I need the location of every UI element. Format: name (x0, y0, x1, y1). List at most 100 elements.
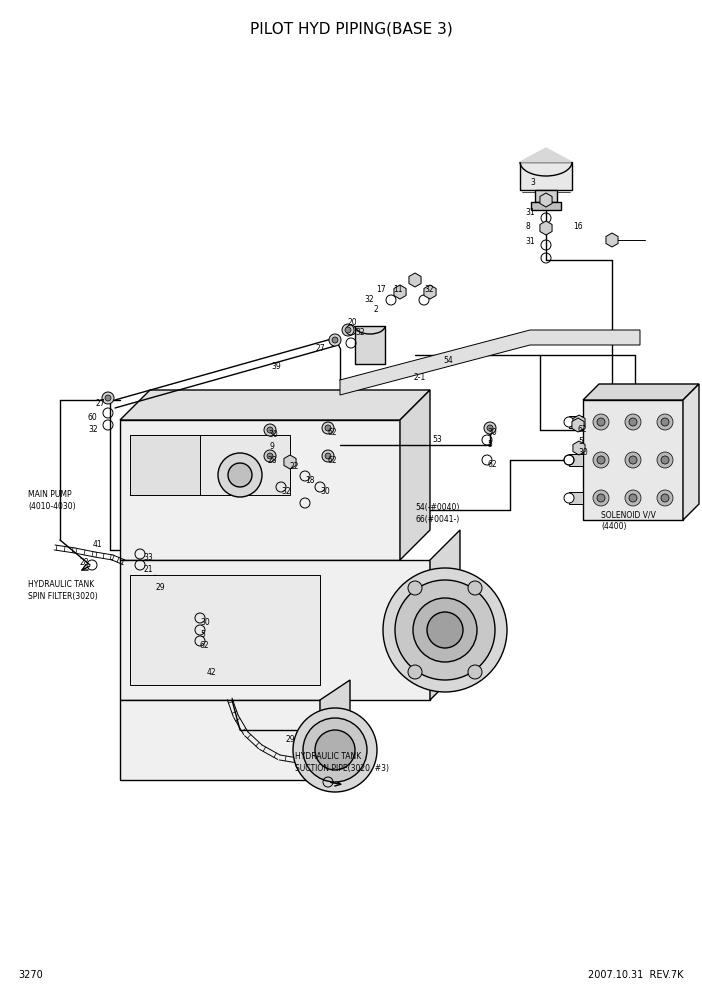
Text: 62: 62 (200, 641, 210, 650)
Circle shape (657, 490, 673, 506)
Circle shape (629, 418, 637, 426)
Circle shape (625, 452, 641, 468)
Polygon shape (409, 273, 421, 287)
Bar (130, 435, 200, 495)
Text: 31: 31 (525, 208, 535, 217)
Circle shape (383, 568, 507, 692)
Polygon shape (573, 441, 585, 455)
Text: 3: 3 (530, 178, 535, 187)
Text: 2: 2 (374, 305, 379, 314)
Text: 16: 16 (573, 222, 583, 231)
Circle shape (102, 392, 114, 404)
Text: 27: 27 (96, 399, 105, 408)
Text: 21: 21 (143, 565, 152, 574)
Text: 28: 28 (268, 456, 277, 465)
Polygon shape (430, 530, 460, 700)
Circle shape (468, 581, 482, 595)
Circle shape (629, 494, 637, 502)
Text: 27: 27 (315, 344, 324, 353)
Text: 17: 17 (376, 285, 385, 294)
Text: 41: 41 (93, 540, 102, 549)
Polygon shape (340, 330, 640, 395)
Text: 30: 30 (200, 618, 210, 627)
Polygon shape (569, 454, 583, 466)
Circle shape (427, 612, 463, 648)
Circle shape (487, 425, 493, 431)
Polygon shape (583, 384, 699, 400)
Text: 60: 60 (88, 413, 98, 422)
Polygon shape (520, 148, 572, 162)
Text: SUCTION PIPE(3020, #3): SUCTION PIPE(3020, #3) (295, 764, 389, 773)
Text: 18: 18 (305, 476, 314, 485)
Text: 54(-#0040): 54(-#0040) (415, 503, 459, 512)
Circle shape (625, 490, 641, 506)
Polygon shape (540, 193, 552, 207)
Circle shape (564, 417, 574, 427)
Text: 2-1: 2-1 (413, 373, 425, 382)
Text: 32: 32 (364, 295, 373, 304)
Polygon shape (569, 416, 583, 428)
Text: 32: 32 (355, 328, 364, 337)
Circle shape (218, 453, 262, 497)
Polygon shape (573, 415, 585, 429)
Circle shape (345, 327, 351, 333)
Circle shape (597, 494, 605, 502)
Text: HYDRAULIC TANK: HYDRAULIC TANK (28, 580, 94, 589)
Circle shape (625, 414, 641, 430)
Text: 30: 30 (578, 448, 588, 457)
Text: 62: 62 (328, 456, 338, 465)
Circle shape (657, 414, 673, 430)
Circle shape (267, 427, 273, 433)
Text: HYDRAULIC TANK: HYDRAULIC TANK (295, 752, 362, 761)
Circle shape (593, 490, 609, 506)
Circle shape (484, 422, 496, 434)
Circle shape (597, 456, 605, 464)
Circle shape (597, 418, 605, 426)
Circle shape (332, 337, 338, 343)
Circle shape (564, 493, 574, 503)
Text: 30: 30 (320, 487, 330, 496)
Text: 62: 62 (578, 425, 588, 434)
Circle shape (325, 453, 331, 459)
Text: SOLENOID V/V: SOLENOID V/V (601, 510, 656, 519)
Text: 2007.10.31  REV.7K: 2007.10.31 REV.7K (588, 970, 684, 980)
Circle shape (293, 708, 377, 792)
Circle shape (322, 450, 334, 462)
Polygon shape (120, 700, 320, 780)
Polygon shape (606, 233, 618, 247)
Text: 22: 22 (290, 462, 300, 471)
Text: (4010-4030): (4010-4030) (28, 502, 76, 511)
Circle shape (564, 455, 574, 465)
Circle shape (303, 718, 367, 782)
Circle shape (267, 453, 273, 459)
Polygon shape (520, 162, 572, 190)
Circle shape (325, 425, 331, 431)
Polygon shape (120, 560, 430, 700)
Text: 32: 32 (281, 487, 291, 496)
Text: 9: 9 (270, 442, 275, 451)
Text: SPIN FILTER(3020): SPIN FILTER(3020) (28, 592, 98, 601)
Text: 42: 42 (207, 668, 217, 677)
Text: MAIN PUMP: MAIN PUMP (28, 490, 72, 499)
Polygon shape (583, 400, 683, 520)
Text: 32: 32 (424, 285, 434, 294)
Polygon shape (284, 455, 296, 469)
Text: 39: 39 (271, 362, 281, 371)
Circle shape (661, 418, 669, 426)
Text: 62: 62 (328, 428, 338, 437)
Polygon shape (320, 680, 350, 780)
Text: 33: 33 (143, 553, 153, 562)
Circle shape (342, 324, 354, 336)
Polygon shape (531, 202, 561, 210)
Circle shape (661, 494, 669, 502)
Polygon shape (400, 390, 430, 560)
Text: 11: 11 (393, 285, 402, 294)
Circle shape (408, 581, 422, 595)
Text: 29: 29 (155, 583, 165, 592)
Circle shape (228, 463, 252, 487)
Text: 32: 32 (88, 425, 98, 434)
Circle shape (661, 456, 669, 464)
Text: 66(#0041-): 66(#0041-) (415, 515, 459, 524)
Circle shape (264, 450, 276, 462)
Circle shape (264, 424, 276, 436)
